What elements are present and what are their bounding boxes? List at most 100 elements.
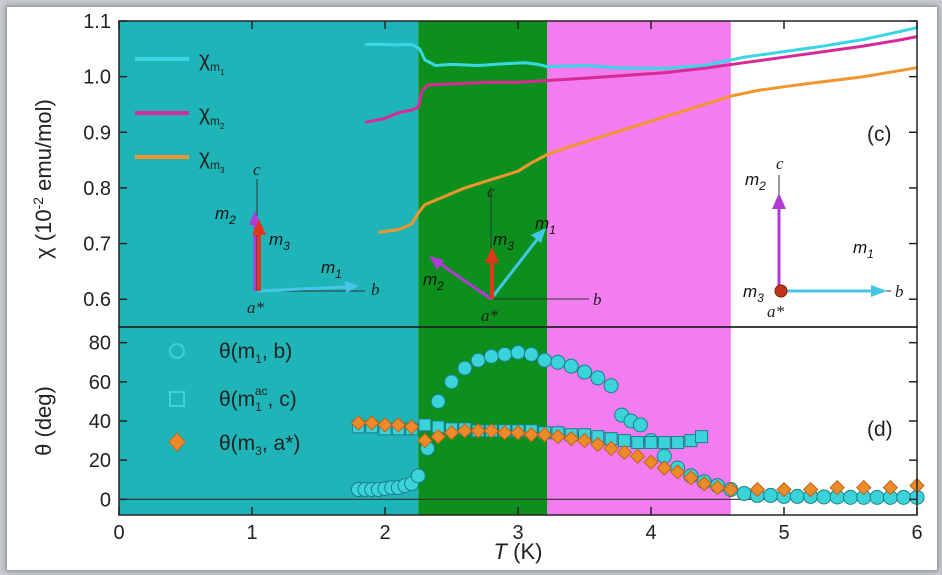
point-circle bbox=[869, 489, 885, 505]
axis-ticks: 0 1 2 3 4 5 6 0.6 0.7 0.8 0.9 1.0 1.1 0 20 40 60 80 bbox=[83, 11, 922, 544]
point-diamond bbox=[656, 460, 673, 476]
point-diamond bbox=[856, 479, 872, 496]
legend-entry-theta-m3-a: θ(m3, a*) bbox=[219, 432, 300, 458]
point-circle bbox=[896, 489, 912, 505]
point-diamond bbox=[643, 454, 659, 470]
point-circle bbox=[590, 370, 606, 386]
point-circle bbox=[843, 489, 858, 505]
series-line-1 bbox=[365, 26, 918, 70]
point-square bbox=[644, 436, 658, 450]
y-tick-label-d: 60 bbox=[89, 372, 111, 394]
label-m3-2: m3 bbox=[493, 230, 514, 253]
x-tick-label: 0 bbox=[113, 522, 124, 544]
point-diamond bbox=[629, 448, 646, 464]
label-m2-1: m2 bbox=[215, 204, 236, 227]
label-c-3: c bbox=[776, 154, 784, 173]
point-diamond bbox=[363, 415, 380, 431]
chi-curves bbox=[364, 26, 918, 234]
vec-m1-1-head bbox=[345, 281, 359, 293]
x-tick-label: 5 bbox=[778, 522, 789, 544]
point-square bbox=[671, 436, 685, 450]
point-circle bbox=[470, 352, 486, 368]
point-diamond bbox=[749, 481, 766, 498]
vector-diagram-2: c m3 m1 m2 b a* bbox=[423, 182, 602, 325]
series-line-2 bbox=[364, 35, 918, 124]
point-diamond bbox=[550, 428, 566, 445]
legend-marker-circle bbox=[169, 343, 185, 359]
point-diamond bbox=[536, 427, 553, 443]
point-diamond bbox=[523, 427, 540, 443]
vec-m2-2 bbox=[438, 261, 492, 301]
point-square bbox=[695, 430, 709, 444]
x-tick-label: 2 bbox=[379, 522, 390, 544]
legend-entry-theta-m1-b: θ(m1, b) bbox=[219, 340, 292, 366]
vec-m3-1-head bbox=[252, 219, 266, 235]
legend-d: θ(m1, b) θ(m1ac, c) θ(m3, a*) bbox=[168, 340, 300, 458]
legend-entry-m3: χm3 bbox=[199, 146, 225, 175]
point-circle bbox=[537, 352, 553, 368]
x-label-unit: (K) bbox=[507, 539, 542, 564]
y-axis-label-c: χ (10-2 emu/mol) bbox=[30, 99, 56, 259]
point-circle bbox=[577, 364, 592, 380]
point-circle bbox=[510, 344, 526, 360]
point-diamond bbox=[829, 479, 845, 496]
y-tick-label-c: 1.0 bbox=[83, 67, 111, 89]
vec-m1-2-head bbox=[531, 228, 546, 243]
label-c-1: c bbox=[253, 160, 261, 179]
figure: 0 1 2 3 4 5 6 0.6 0.7 0.8 0.9 1.0 1.1 0 20 40 60 80 χ (10… bbox=[30, 11, 925, 564]
point-circle bbox=[816, 489, 832, 505]
vec-m1-2 bbox=[489, 236, 541, 300]
point-diamond bbox=[510, 425, 526, 441]
point-square bbox=[418, 418, 432, 432]
vec-m2-2-head bbox=[429, 256, 444, 270]
point-diamond bbox=[457, 423, 473, 439]
series-line-3 bbox=[378, 66, 918, 234]
legend-entry-m1: χm1 bbox=[199, 48, 225, 77]
point-diamond bbox=[430, 428, 446, 445]
legend-entry-theta-m1ac-c: θ(m1ac, c) bbox=[219, 384, 297, 414]
ylabel-c-part2: emu/mol) bbox=[31, 99, 56, 197]
point-diamond bbox=[802, 481, 819, 498]
point-diamond bbox=[669, 464, 686, 480]
legend-marker-diamond bbox=[168, 432, 186, 452]
x-tick-label: 4 bbox=[645, 522, 656, 544]
point-circle bbox=[736, 485, 752, 501]
point-diamond bbox=[709, 479, 726, 496]
point-circle bbox=[457, 360, 473, 376]
y-tick-label-c: 0.9 bbox=[83, 122, 111, 144]
point-circle bbox=[483, 348, 499, 364]
point-diamond bbox=[403, 419, 420, 435]
y-tick-label-c: 0.8 bbox=[83, 178, 111, 200]
label-b-3: b bbox=[895, 282, 904, 301]
point-circle bbox=[550, 354, 566, 370]
point-square bbox=[631, 436, 645, 450]
point-circle bbox=[632, 417, 648, 433]
y-tick-label-c: 0.6 bbox=[83, 289, 111, 311]
point-diamond bbox=[390, 417, 407, 433]
point-circle bbox=[497, 346, 513, 362]
point-square bbox=[657, 436, 671, 450]
x-tick-label: 3 bbox=[512, 522, 523, 544]
panel-label-d: (d) bbox=[867, 418, 893, 441]
label-m1-3: m1 bbox=[853, 238, 874, 261]
x-axis-label: T (K) bbox=[494, 539, 543, 564]
y-axis-label-d: θ (deg) bbox=[31, 386, 56, 456]
phase-regions-c bbox=[119, 21, 731, 327]
legend-marker-square bbox=[169, 391, 185, 407]
point-circle bbox=[789, 488, 805, 504]
vec-m2-3-head bbox=[772, 193, 786, 209]
vector-diagram-1: c m2 m3 m1 b a* bbox=[215, 160, 380, 317]
point-circle bbox=[430, 393, 446, 409]
point-diamond bbox=[350, 415, 367, 431]
point-diamond bbox=[443, 425, 460, 441]
point-diamond bbox=[882, 479, 899, 496]
y-tick-label-c: 1.1 bbox=[83, 11, 111, 33]
point-circle bbox=[563, 358, 579, 374]
point-diamond bbox=[377, 417, 393, 433]
y-tick-label-c: 0.7 bbox=[83, 234, 111, 256]
label-m1-1: m1 bbox=[321, 258, 342, 281]
y-tick-label-d: 80 bbox=[89, 333, 111, 355]
point-circle bbox=[444, 374, 459, 390]
y-tick-label-d: 40 bbox=[89, 411, 111, 433]
point-circle bbox=[523, 346, 539, 362]
